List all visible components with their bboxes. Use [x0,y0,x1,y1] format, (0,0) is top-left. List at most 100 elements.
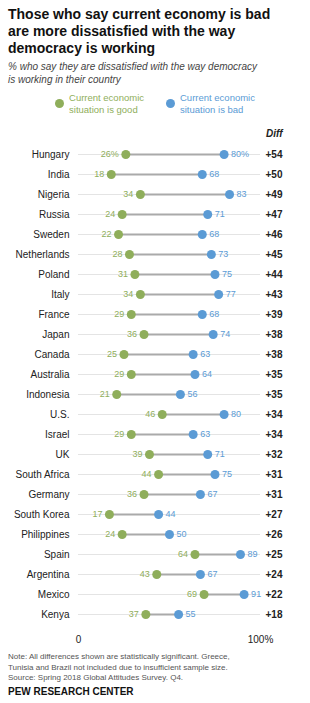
svg-text:67: 67 [207,570,217,580]
svg-text:91: 91 [251,590,261,600]
html-text:Those who say current economy: Those who say current economy is bad are… [8,6,271,56]
svg-text:56: 56 [187,390,197,400]
svg-text:64: 64 [202,370,212,380]
svg-text:68: 68 [209,310,219,320]
svg-text:South Korea: South Korea [14,509,70,520]
svg-text:U.S.: U.S. [50,409,69,420]
svg-text:+25: +25 [266,549,283,560]
svg-text:39: 39 [132,450,142,460]
svg-text:Canada: Canada [34,349,69,360]
svg-text:Japan: Japan [42,329,69,340]
svg-text:55: 55 [186,610,196,620]
svg-text:28: 28 [112,250,122,260]
svg-text:+31: +31 [266,489,283,500]
svg-text:36: 36 [127,330,137,340]
svg-text:0: 0 [76,634,82,645]
svg-text:Argentina: Argentina [27,569,70,580]
svg-text:80: 80 [231,410,241,420]
svg-text:+27: +27 [266,509,283,520]
svg-text:+47: +47 [266,209,283,220]
svg-text:75: 75 [222,470,232,480]
svg-text:Kenya: Kenya [41,609,70,620]
svg-text:France: France [38,309,70,320]
svg-text:73: 73 [218,250,228,260]
svg-text:+38: +38 [266,329,283,340]
svg-text:South Africa: South Africa [16,469,70,480]
svg-text:+35: +35 [266,369,283,380]
svg-text:34: 34 [123,290,133,300]
svg-text:+54: +54 [266,149,283,160]
svg-text:21: 21 [100,390,110,400]
svg-text:Sweden: Sweden [33,229,69,240]
svg-text:36: 36 [127,490,137,500]
svg-text:18: 18 [94,170,104,180]
svg-text:43: 43 [140,570,150,580]
svg-text:83: 83 [237,190,247,200]
svg-text:24: 24 [105,210,115,220]
svg-text:+32: +32 [266,449,283,460]
svg-text:17: 17 [92,510,102,520]
svg-text:63: 63 [200,430,210,440]
svg-text:50: 50 [177,530,187,540]
svg-text:29: 29 [114,430,124,440]
svg-text:+44: +44 [266,269,283,280]
svg-text:Philippines: Philippines [21,529,69,540]
svg-text:Spain: Spain [44,549,70,560]
svg-text:80%: 80% [231,150,249,160]
svg-text:+46: +46 [266,229,283,240]
svg-text:31: 31 [118,270,128,280]
svg-text:+49: +49 [266,189,283,200]
svg-text:+43: +43 [266,289,283,300]
svg-text:India: India [48,169,70,180]
svg-text:+18: +18 [266,609,283,620]
svg-text:Australia: Australia [31,369,70,380]
svg-text:+39: +39 [266,309,283,320]
svg-text:25: 25 [107,350,117,360]
svg-text:24: 24 [105,530,115,540]
svg-text:44: 44 [166,510,176,520]
svg-text:UK: UK [56,449,70,460]
svg-text:+34: +34 [266,409,283,420]
svg-text:67: 67 [207,490,217,500]
svg-text:Germany: Germany [28,489,69,500]
svg-text:63: 63 [200,350,210,360]
svg-text:34: 34 [123,190,133,200]
svg-text:74: 74 [220,330,230,340]
svg-text:+31: +31 [266,469,283,480]
svg-text:+50: +50 [266,169,283,180]
svg-text:+35: +35 [266,389,283,400]
svg-text:Russia: Russia [39,209,70,220]
svg-text:29: 29 [114,370,124,380]
svg-text:+45: +45 [266,249,283,260]
svg-text:Nigeria: Nigeria [38,189,70,200]
svg-text:Israel: Israel [45,429,69,440]
svg-text:69: 69 [187,590,197,600]
svg-text:Italy: Italy [51,289,69,300]
svg-text:29: 29 [114,310,124,320]
svg-text:26%: 26% [101,150,119,160]
svg-text:77: 77 [226,290,236,300]
svg-text:89: 89 [247,550,257,560]
svg-text:+38: +38 [266,349,283,360]
svg-text:Indonesia: Indonesia [26,389,70,400]
svg-text:+34: +34 [266,429,283,440]
svg-text:64: 64 [178,550,188,560]
svg-text:22: 22 [102,230,112,240]
svg-text:46: 46 [145,410,155,420]
svg-text:Hungary: Hungary [32,149,70,160]
svg-text:+24: +24 [266,569,283,580]
svg-text:+22: +22 [266,589,283,600]
svg-text:Poland: Poland [38,269,69,280]
svg-text:44: 44 [142,470,152,480]
svg-text:75: 75 [222,270,232,280]
svg-text:71: 71 [215,210,225,220]
svg-text:68: 68 [209,170,219,180]
svg-text:+26: +26 [266,529,283,540]
svg-text:Diff: Diff [266,128,284,139]
svg-text:71: 71 [215,450,225,460]
svg-text:100%: 100% [248,634,274,645]
svg-text:37: 37 [129,610,139,620]
svg-text:68: 68 [209,230,219,240]
svg-text:Mexico: Mexico [38,589,70,600]
svg-text:Netherlands: Netherlands [16,249,70,260]
